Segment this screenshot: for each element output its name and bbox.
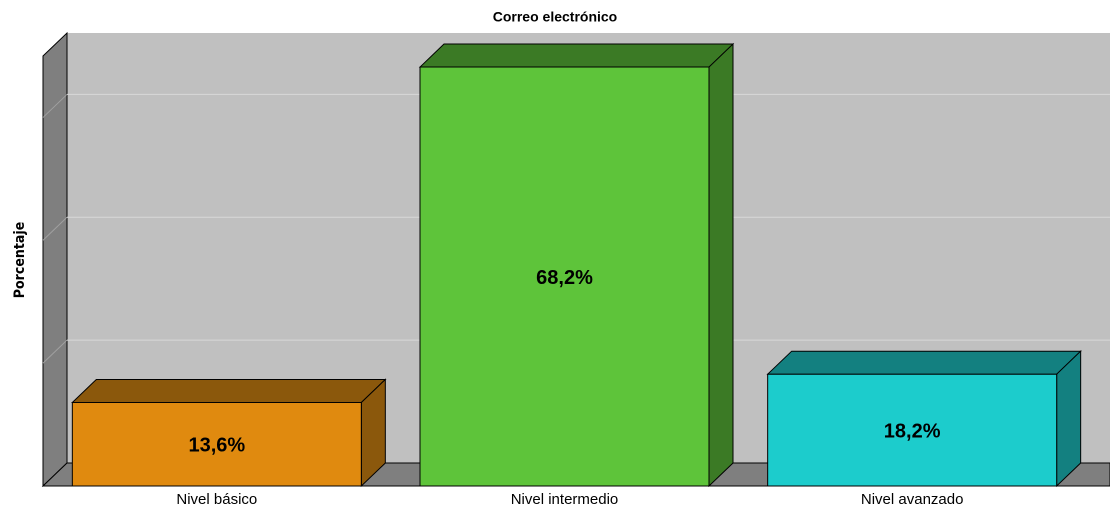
value-label: 18,2% <box>884 420 941 442</box>
left-wall <box>42 31 68 488</box>
x-tick-label: Nivel básico <box>176 491 257 508</box>
bar <box>71 378 387 488</box>
y-axis-label: Porcentaje <box>12 222 28 298</box>
bar-top <box>418 43 735 68</box>
chart-title: Correo electrónico <box>493 9 617 25</box>
tick-mark <box>42 94 68 118</box>
bar-front <box>767 373 1058 487</box>
bar-side <box>1056 350 1082 488</box>
bar-front <box>71 401 362 487</box>
value-label: 68,2% <box>536 267 593 289</box>
bar-top <box>71 378 387 403</box>
bar-side <box>708 42 734 488</box>
x-tick-label: Nivel avanzado <box>861 491 964 508</box>
bar <box>418 42 735 488</box>
x-tick-label: Nivel intermedio <box>511 491 619 508</box>
bar-top <box>766 350 1082 375</box>
value-label: 13,6% <box>188 435 245 457</box>
bar-front <box>419 66 710 487</box>
bar <box>766 350 1082 488</box>
tick-mark <box>42 216 68 241</box>
tick-mark <box>42 339 68 364</box>
